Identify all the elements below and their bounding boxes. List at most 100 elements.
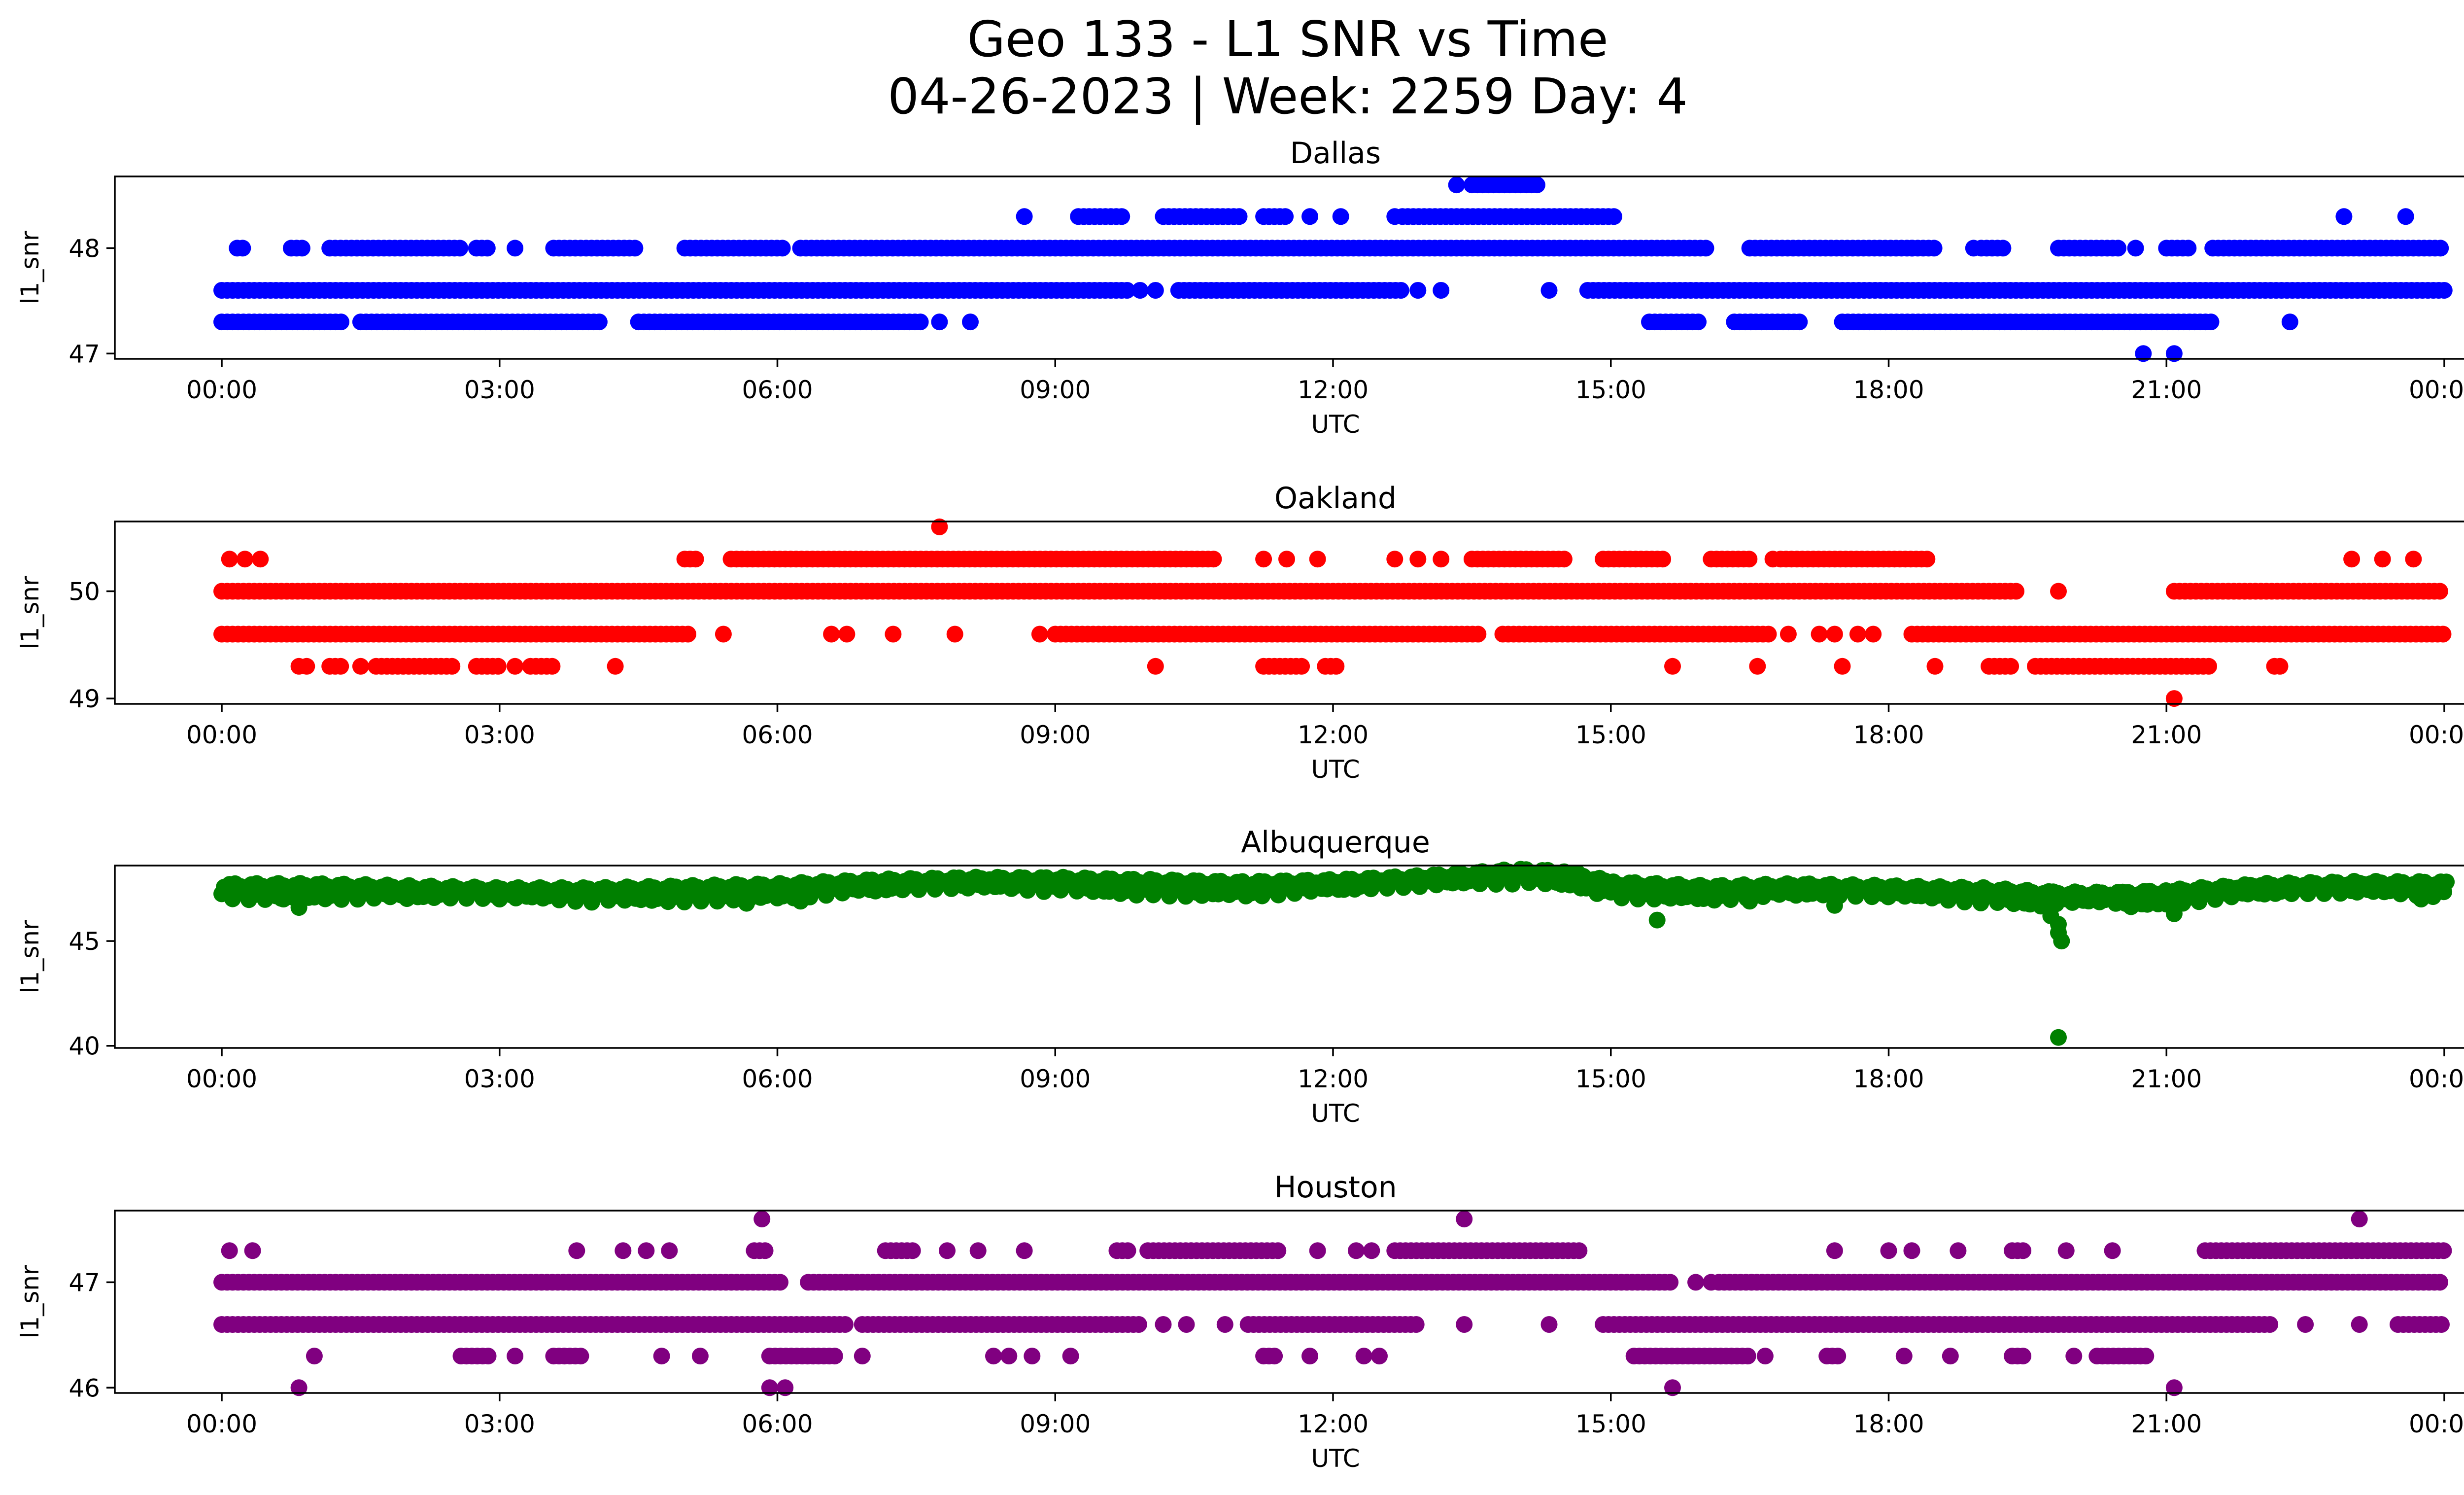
data-point [1895,1348,1913,1365]
data-point [1756,1348,1774,1365]
x-tick-label: 09:00 [1020,1065,1091,1093]
data-point [1255,551,1272,568]
data-point [1664,658,1681,675]
x-tick-label: 09:00 [1020,1410,1091,1438]
x-tick-label: 00:00 [186,376,257,404]
data-point [479,240,496,257]
data-point [2050,583,2067,600]
data-point [1739,1348,1756,1365]
data-point [1409,282,1427,299]
data-point [1470,626,1487,643]
data-point [306,1348,323,1365]
data-point [489,658,507,675]
data-point [1216,1316,1233,1333]
figure-title-line1: Geo 133 - L1 SNR vs Time [967,10,1608,68]
data-point [1697,240,1714,257]
data-point [1865,626,1882,643]
data-point [1448,176,1465,194]
data-point [1031,626,1048,643]
data-point [2137,1348,2155,1365]
data-point [2050,1029,2067,1046]
axes-frame [114,865,2464,1049]
x-tick-label: 21:00 [2131,1065,2202,1093]
data-point [507,658,524,675]
data-point [1062,1348,1079,1365]
data-point [2065,1348,2083,1365]
data-point [1024,1348,1041,1365]
data-point [761,1379,778,1396]
chart-panel-houston: 00:00 03:00 06:00 09:00 12:00 15:00 18:00 21:00… [16,1170,2464,1473]
x-tick-label: 00:00 [2409,1410,2464,1438]
data-point [931,313,948,331]
data-point [507,1348,524,1365]
data-point [1205,551,1222,568]
data-point [1834,658,1851,675]
data-point [275,891,292,907]
data-point [753,1211,771,1228]
figure-title: Geo 133 - L1 SNR vs Time 04-26-2023 | We… [0,11,2464,125]
data-point [837,1316,854,1333]
data-point [1880,1242,1897,1259]
data-point [969,1242,987,1259]
data-point [2397,208,2414,225]
data-point [1605,208,1622,225]
data-point [638,1242,655,1259]
x-tick-label: 15:00 [1575,1065,1646,1093]
x-tick-label: 21:00 [2131,376,2202,404]
data-point [1269,1242,1287,1259]
data-point [1965,240,1982,257]
x-tick-label: 18:00 [1853,1065,1924,1093]
data-point [939,1242,956,1259]
x-tick-label: 09:00 [1020,376,1091,404]
data-point [2343,551,2361,568]
data-point [333,313,349,331]
y-axis-label: l1_snr [16,576,44,649]
data-point [1130,1316,1147,1333]
data-point [1571,1242,1588,1259]
data-point [252,551,269,568]
data-point [1540,282,1558,299]
data-point [2351,1211,2368,1228]
y-tick-label: 47 [68,1268,100,1297]
data-point [1386,551,1403,568]
data-point [854,1348,871,1365]
x-tick-label: 00:00 [2409,376,2464,404]
data-point [1456,1316,1473,1333]
x-tick-label: 12:00 [1298,1410,1369,1438]
data-point [1113,208,1130,225]
data-point [2434,626,2452,643]
data-point [687,551,704,568]
x-tick-label: 12:00 [1298,1065,1369,1093]
data-point [293,240,310,257]
data-point [1903,1242,1920,1259]
data-point [2165,1379,2183,1396]
data-point [946,626,963,643]
data-point [1301,208,1318,225]
data-point [1301,1348,1318,1365]
data-point [1903,240,1920,257]
chart-panel-dallas: 00:00 03:00 06:00 09:00 12:00 15:00 18:00 21:00… [16,136,2464,439]
x-tick-label: 00:00 [186,1065,257,1093]
y-tick-label: 46 [68,1374,100,1402]
data-point [1119,1242,1136,1259]
data-point [590,313,608,331]
data-point [1293,658,1310,675]
data-point [444,658,461,675]
data-point [2002,658,2019,675]
x-axis-label: UTC [1311,410,1360,439]
data-point [715,626,732,643]
data-point [1309,551,1326,568]
data-point [2335,208,2353,225]
data-point [2127,240,2144,257]
data-point [1849,626,1866,643]
data-point [1690,313,1707,331]
data-point [1811,626,1828,643]
panel-title: Dallas [1290,136,1381,171]
data-point [1348,1242,1365,1259]
data-point [507,240,524,257]
figure-title-line2: 04-26-2023 | Week: 2259 Day: 4 [888,68,1688,125]
x-tick-label: 03:00 [464,721,535,749]
data-point [1147,658,1164,675]
data-point [1749,658,1766,675]
data-point [2281,313,2298,331]
